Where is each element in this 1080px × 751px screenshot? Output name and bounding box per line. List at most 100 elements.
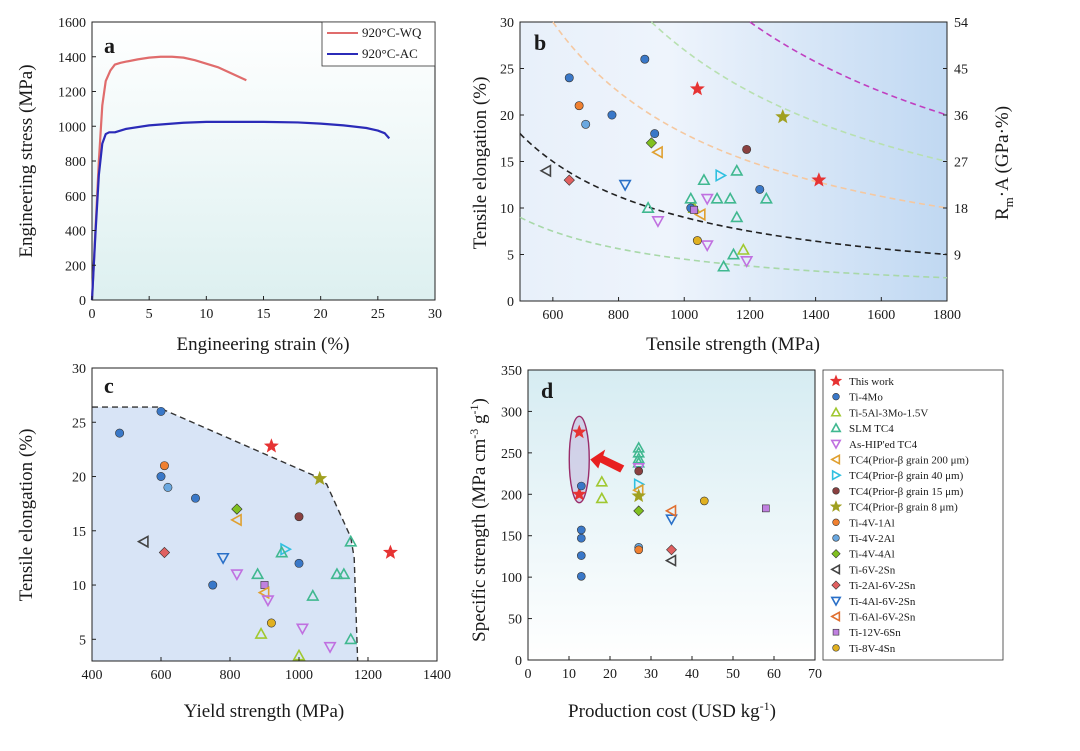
- panel-d-point-22: [664, 554, 677, 567]
- panel-d-ytick-label-200: 200: [501, 488, 522, 503]
- panel-c-point-17: [230, 569, 244, 582]
- panel-a-ytick-label-1400: 1400: [58, 51, 86, 66]
- panel-a-ytick-label-1000: 1000: [58, 120, 86, 135]
- panel-c-point-19: [330, 567, 344, 580]
- panel-c-xtick-label-800: 800: [220, 668, 241, 683]
- panel-b-point-5: [650, 129, 660, 139]
- panel-d: 0 10 20 30 40 50 60 70 0 50 100 150 200 250 300 350 d P…: [467, 364, 1004, 722]
- panel-c-point-10: [231, 503, 243, 515]
- panel-b-y-axis-label: Tensile elongation (%): [470, 77, 491, 250]
- panel-b-y2tick-label-9: 9: [954, 249, 961, 264]
- panel-b-xtick-label-1200: 1200: [736, 308, 764, 323]
- panel-b-point-22: [651, 216, 665, 228]
- panel-c-point-11: [230, 513, 242, 527]
- panel-a-ytick-label-800: 800: [65, 155, 86, 170]
- panel-b-point-16: [759, 191, 773, 204]
- panel-c-point-3: [156, 406, 166, 416]
- panel-c-point-18: [251, 567, 265, 580]
- iso-curve-4-5: [519, 216, 948, 279]
- panel-b-point-36: [692, 236, 702, 246]
- panel-d-point-2: [576, 481, 586, 491]
- panel-d-ytick-label-100: 100: [501, 571, 522, 586]
- panel-c-ytick-label-30: 30: [72, 362, 86, 377]
- panel-b-point-26: [715, 168, 728, 183]
- panel-d-highlight-arrow: [590, 449, 625, 473]
- panel-c-label: c: [104, 373, 114, 398]
- panel-b-point-7: [581, 119, 591, 129]
- panel-a-xtick-label-25: 25: [371, 307, 385, 322]
- panel-b-point-11: [697, 173, 711, 186]
- legend-label-920c-wq: 920°C-WQ: [362, 25, 422, 40]
- panel-c-point-30: [254, 627, 268, 639]
- panel-b-points: [539, 54, 827, 272]
- panel-b-y2tick-label-36: 36: [954, 109, 968, 124]
- panel-b-point-27: [742, 144, 752, 154]
- panel-d-point-0: [572, 424, 587, 439]
- panel-b-y2tick-label-27: 27: [954, 156, 968, 171]
- panel-a-label: a: [104, 33, 115, 58]
- legend-marker-this-work: [829, 374, 843, 387]
- legend-label-ti-2al-6v-2sn: Ti-2Al-6V-2Sn: [849, 580, 916, 592]
- panel-d-xtick-label-10: 10: [562, 667, 576, 682]
- panel-b-xtick-label-600: 600: [542, 308, 563, 323]
- panel-b-y2tick-label-45: 45: [954, 63, 968, 78]
- panel-a-x-axis-label: Engineering strain (%): [176, 334, 349, 355]
- panel-b-y2tick-label-54: 54: [954, 16, 968, 31]
- panel-a-series: [90, 55, 391, 301]
- panel-b-point-14: [730, 163, 744, 176]
- panel-d-point-11: [632, 452, 646, 464]
- panel-d-point-23: [665, 514, 678, 526]
- panel-c-point-6: [208, 580, 218, 590]
- legend-label-tc4-prior-grain-15-m: TC4(Prior-β grain 15 μm): [849, 486, 964, 498]
- panel-d-point-1: [572, 486, 587, 501]
- panel-b-point-33: [563, 174, 575, 186]
- panel-a-ytick-label-1600: 1600: [58, 16, 86, 31]
- panel-d-x-axis-label: Production cost (USD kg-1): [568, 699, 776, 722]
- legend-label-this-work: This work: [849, 376, 894, 388]
- legend-label-as-hip-ed-tc4: As-HIP'ed TC4: [849, 439, 918, 451]
- panel-c-ytick-label-25: 25: [72, 416, 86, 431]
- panel-b-point-20: [700, 240, 714, 253]
- iso-curve-36: [749, 21, 948, 116]
- panel-b-point-34: [618, 179, 632, 192]
- panel-b-point-25: [651, 145, 663, 159]
- panel-d-point-17: [631, 488, 646, 503]
- panel-b-point-35: [690, 205, 699, 214]
- panel-d-point-26: [761, 504, 770, 513]
- panel-c-point-16: [275, 545, 289, 558]
- panel-b-ticks: 600 800 1000 1200 1400 1600 1800 0 5 10 15 20 25 30 9 1…: [500, 16, 968, 323]
- legend-label-ti-4al-6v-2sn: Ti-4Al-6V-2Sn: [849, 596, 916, 608]
- panel-d-legend: This work Ti-4Mo Ti-5Al-3Mo-1.5V SLM TC4 As-…: [829, 374, 969, 655]
- panel-b-y2-axis-label: Rm·A (GPa·%): [992, 106, 1016, 220]
- panel-d-point-20: [634, 545, 644, 555]
- legend-marker-ti-5al-3mo-1-5v: [830, 406, 842, 417]
- panel-b-xtick-label-1000: 1000: [670, 308, 698, 323]
- legend-marker-as-hip-ed-tc4: [830, 439, 842, 450]
- iso-curve-18: [552, 21, 948, 209]
- panel-b-point-8: [736, 243, 750, 255]
- panel-c-frame: [91, 367, 438, 662]
- panel-b-point-13: [723, 191, 737, 204]
- panel-c-ytick-label-20: 20: [72, 471, 86, 486]
- panel-b-point-19: [641, 201, 655, 213]
- panel-b-point-6: [755, 184, 765, 194]
- panel-b-ytick-label-15: 15: [500, 156, 514, 171]
- panel-d-point-5: [576, 551, 586, 560]
- panel-c-xtick-label-600: 600: [151, 668, 172, 683]
- panel-c-point-1: [382, 544, 398, 559]
- legend-marker-ti-12v-6sn: [832, 628, 840, 636]
- legend-marker-ti-4mo: [832, 393, 840, 401]
- panel-d-xtick-label-20: 20: [603, 667, 617, 682]
- panel-a: 0 5 10 15 20 25 30 0 200 400 600 800 1000 1200 1400 160…: [16, 16, 442, 355]
- legend-marker-ti-4al-6v-2sn: [830, 596, 842, 607]
- panel-a-legend: 920°C-WQ 920°C-AC: [321, 21, 436, 67]
- iso-curve-9: [519, 133, 948, 256]
- legend-label-tc4-prior-grain-8-m: TC4(Prior-β grain 8 μm): [849, 502, 958, 514]
- panel-b-xtick-label-1800: 1800: [933, 308, 961, 323]
- panel-c-xtick-label-1000: 1000: [285, 668, 313, 683]
- panel-c-xtick-label-1200: 1200: [354, 668, 382, 683]
- panel-b-point-24: [693, 207, 706, 222]
- panel-c-point-24: [260, 581, 269, 589]
- panel-d-point-6: [576, 572, 586, 581]
